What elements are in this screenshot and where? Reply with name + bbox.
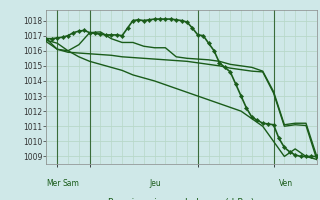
Text: Ven: Ven: [279, 179, 293, 188]
Text: Mer: Mer: [46, 179, 61, 188]
Text: Jeu: Jeu: [149, 179, 161, 188]
Text: Sam: Sam: [63, 179, 79, 188]
Text: Pression niveau de la mer( hPa ): Pression niveau de la mer( hPa ): [108, 198, 255, 200]
